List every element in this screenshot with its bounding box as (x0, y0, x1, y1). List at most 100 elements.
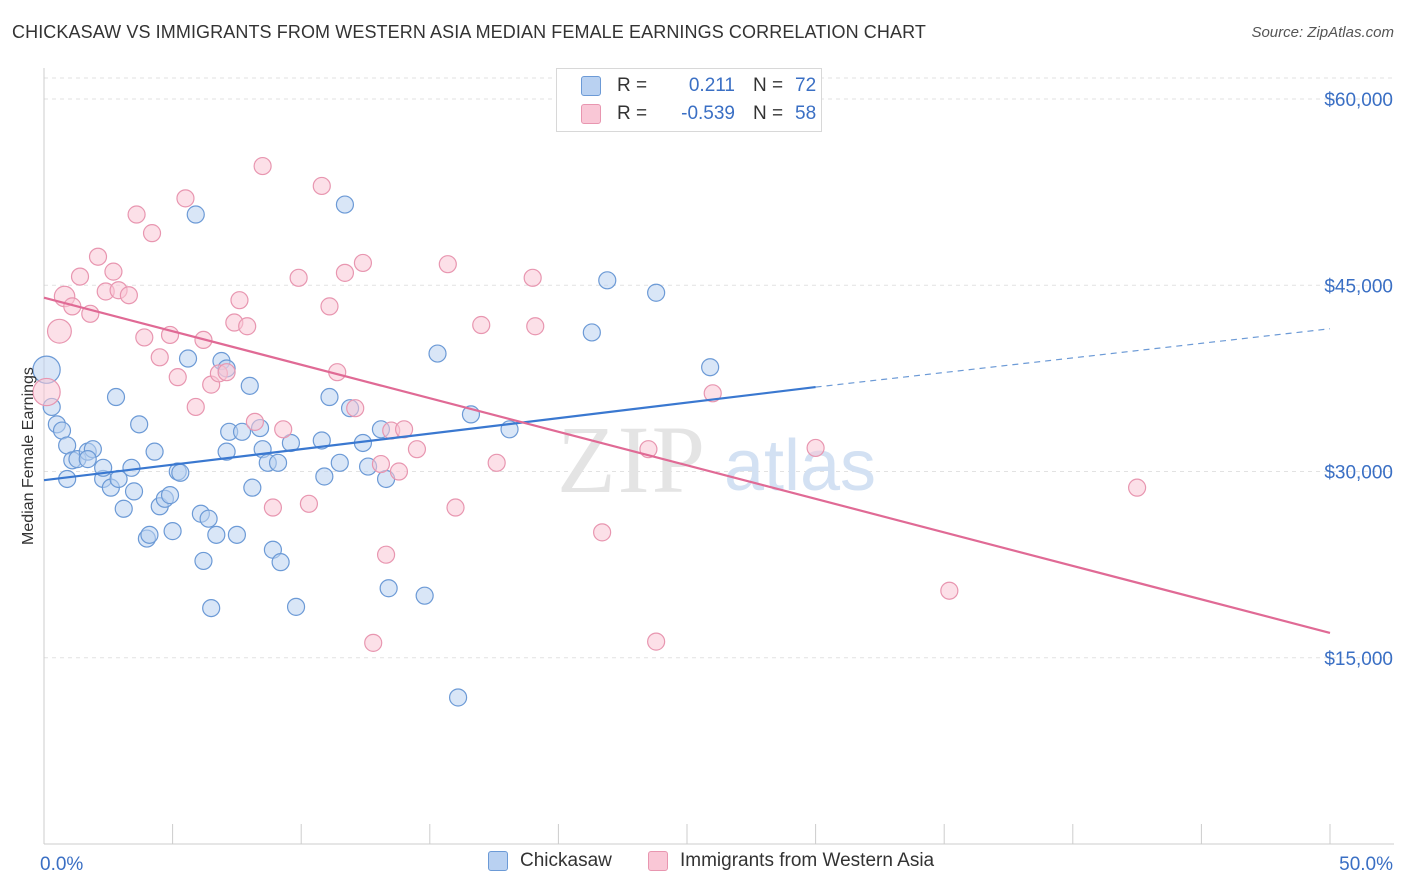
chickasaw-point (243, 478, 262, 497)
western-asia-point (176, 189, 195, 208)
y-tick-label: $45,000 (1324, 276, 1393, 297)
western-asia-point (127, 205, 146, 224)
r-label: R = (617, 75, 648, 96)
chickasaw-point (268, 453, 288, 472)
western-asia-point (46, 318, 72, 344)
chickasaw-point (312, 431, 331, 450)
chickasaw-point (415, 586, 434, 605)
n-label: N = (753, 103, 784, 124)
western-asia-point (253, 156, 272, 176)
western-asia-point (593, 523, 612, 542)
chickasaw-point (286, 597, 306, 616)
stats-legend-row-western-asia: R = -0.539 N = 58 (581, 100, 816, 128)
western-asia-swatch (581, 104, 601, 124)
chickasaw-point (186, 205, 205, 224)
chickasaw-point (217, 442, 236, 461)
chickasaw-point (171, 463, 190, 482)
chickasaw-point (428, 344, 447, 363)
western-asia-point (940, 581, 959, 600)
western-asia-point (312, 176, 331, 196)
y-tick-label: $15,000 (1324, 649, 1393, 670)
legend-label-chickasaw: Chickasaw (520, 850, 612, 871)
western-asia-point (647, 632, 666, 651)
chickasaw-point (315, 467, 334, 486)
chickasaw-trend-extension (815, 328, 1331, 388)
western-asia-point (526, 317, 545, 336)
western-asia-legend-swatch (648, 851, 668, 871)
chickasaw-point (582, 323, 601, 342)
chickasaw-point (194, 551, 213, 571)
series-legend: Chickasaw Immigrants from Western Asia (0, 850, 1406, 878)
legend-label-western-asia: Immigrants from Western Asia (680, 850, 935, 871)
r-value: -0.539 (681, 103, 735, 124)
western-asia-point (389, 462, 409, 481)
western-asia-point (299, 494, 319, 513)
western-asia-point (407, 440, 427, 459)
chickasaw-point (232, 422, 252, 441)
western-asia-point (274, 420, 293, 439)
chickasaw-legend-swatch (488, 851, 508, 871)
western-asia-point (142, 224, 162, 243)
western-asia-point (70, 267, 90, 286)
y-tick-label: $60,000 (1324, 90, 1393, 111)
stats-legend: R = 0.211 N = 72 R = -0.539 N = 58 (556, 68, 822, 132)
chickasaw-point (78, 450, 97, 469)
legend-item-chickasaw: Chickasaw (488, 850, 612, 872)
western-asia-point (88, 247, 108, 266)
chickasaw-point (227, 525, 246, 544)
chickasaw-point (647, 283, 666, 302)
chickasaw-point (130, 415, 149, 434)
western-asia-point (806, 438, 825, 458)
chickasaw-trend-line (43, 385, 816, 482)
n-value: 58 (795, 103, 817, 124)
western-asia-point (104, 262, 123, 281)
chickasaw-point (178, 349, 198, 368)
western-asia-point (1127, 478, 1147, 497)
chickasaw-swatch (581, 76, 601, 96)
western-asia-point (263, 498, 283, 517)
n-label: N = (753, 75, 784, 96)
western-asia-point (487, 453, 506, 472)
chickasaw-point (330, 453, 349, 472)
western-asia-point (238, 317, 257, 336)
chickasaw-point (122, 458, 141, 477)
chickasaw-point (320, 387, 339, 407)
r-value: 0.211 (688, 75, 735, 96)
chickasaw-point (106, 387, 126, 407)
western-asia-point (320, 297, 339, 316)
western-asia-point (186, 397, 205, 417)
x-tick-label: 0.0% (40, 854, 83, 875)
western-asia-point (168, 368, 187, 387)
data-points (32, 156, 1147, 707)
chickasaw-point (701, 358, 720, 377)
western-asia-point (376, 545, 396, 564)
y-tick-label: $30,000 (1324, 463, 1393, 484)
chickasaw-point (379, 579, 398, 598)
western-asia-point (472, 315, 491, 335)
chickasaw-point (271, 553, 290, 572)
western-asia-point (364, 633, 383, 652)
chickasaw-point (598, 271, 617, 290)
western-asia-trend-line (43, 296, 1331, 634)
chickasaw-point (124, 482, 144, 501)
chickasaw-point (163, 522, 182, 541)
western-asia-point (703, 384, 722, 403)
chart-title: CHICKASAW VS IMMIGRANTS FROM WESTERN ASI… (12, 22, 926, 42)
chickasaw-point (145, 442, 164, 461)
chickasaw-point (160, 486, 180, 505)
x-tick-label: 50.0% (1339, 854, 1393, 875)
n-value: 72 (795, 75, 817, 96)
western-asia-point (446, 498, 465, 517)
western-asia-point (371, 454, 391, 474)
western-asia-point (353, 253, 373, 273)
trend-lines (43, 296, 1331, 634)
chickasaw-point (140, 525, 159, 544)
chickasaw-point (335, 195, 355, 214)
legend-item-western-asia: Immigrants from Western Asia (648, 850, 934, 872)
stats-legend-row-chickasaw: R = 0.211 N = 72 (581, 72, 816, 100)
watermark: ZIP atlas (557, 406, 876, 513)
chickasaw-point (448, 688, 468, 707)
tick-labels: $15,000 $30,000 $45,000 $60,000 0.0% 50.0% (40, 90, 1393, 875)
source-label: Source: ZipAtlas.com (1251, 24, 1394, 41)
